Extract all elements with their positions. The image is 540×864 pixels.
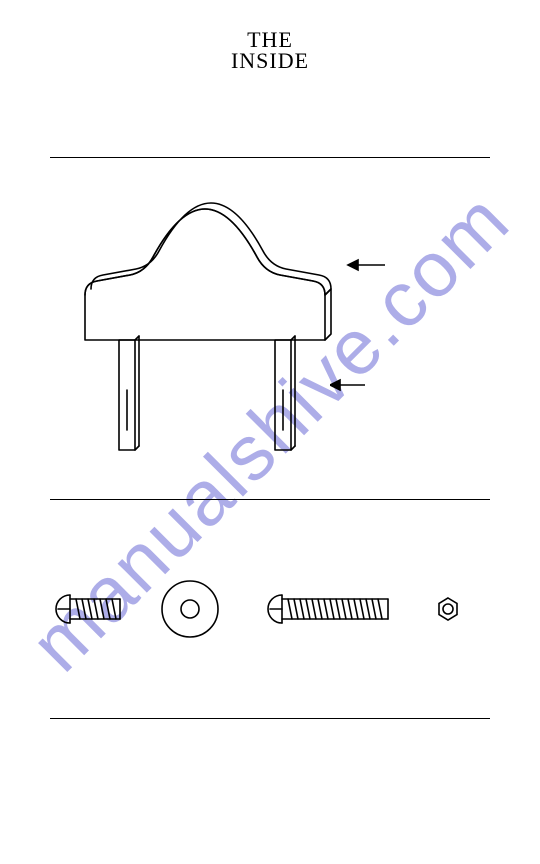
brand-logo: THE INSIDE (231, 30, 309, 72)
hardware-long-bolt (268, 595, 388, 623)
hardware-short-bolt (56, 595, 120, 623)
arrow-to-body (348, 260, 385, 270)
brand-logo-line2: INSIDE (231, 51, 309, 72)
headboard-leg-left (119, 336, 139, 450)
headboard-arrows (330, 195, 390, 475)
divider-2 (50, 499, 490, 500)
divider-3 (50, 718, 490, 719)
hardware-washer (162, 581, 218, 637)
headboard-front-face (85, 209, 325, 340)
hardware-row (0, 565, 540, 655)
headboard-diagram (75, 195, 355, 475)
headboard-leg-right (275, 336, 295, 450)
arrow-to-leg (330, 380, 365, 390)
divider-1 (50, 157, 490, 158)
headboard-top-edge (85, 203, 331, 295)
hardware-hex-nut (439, 598, 457, 620)
